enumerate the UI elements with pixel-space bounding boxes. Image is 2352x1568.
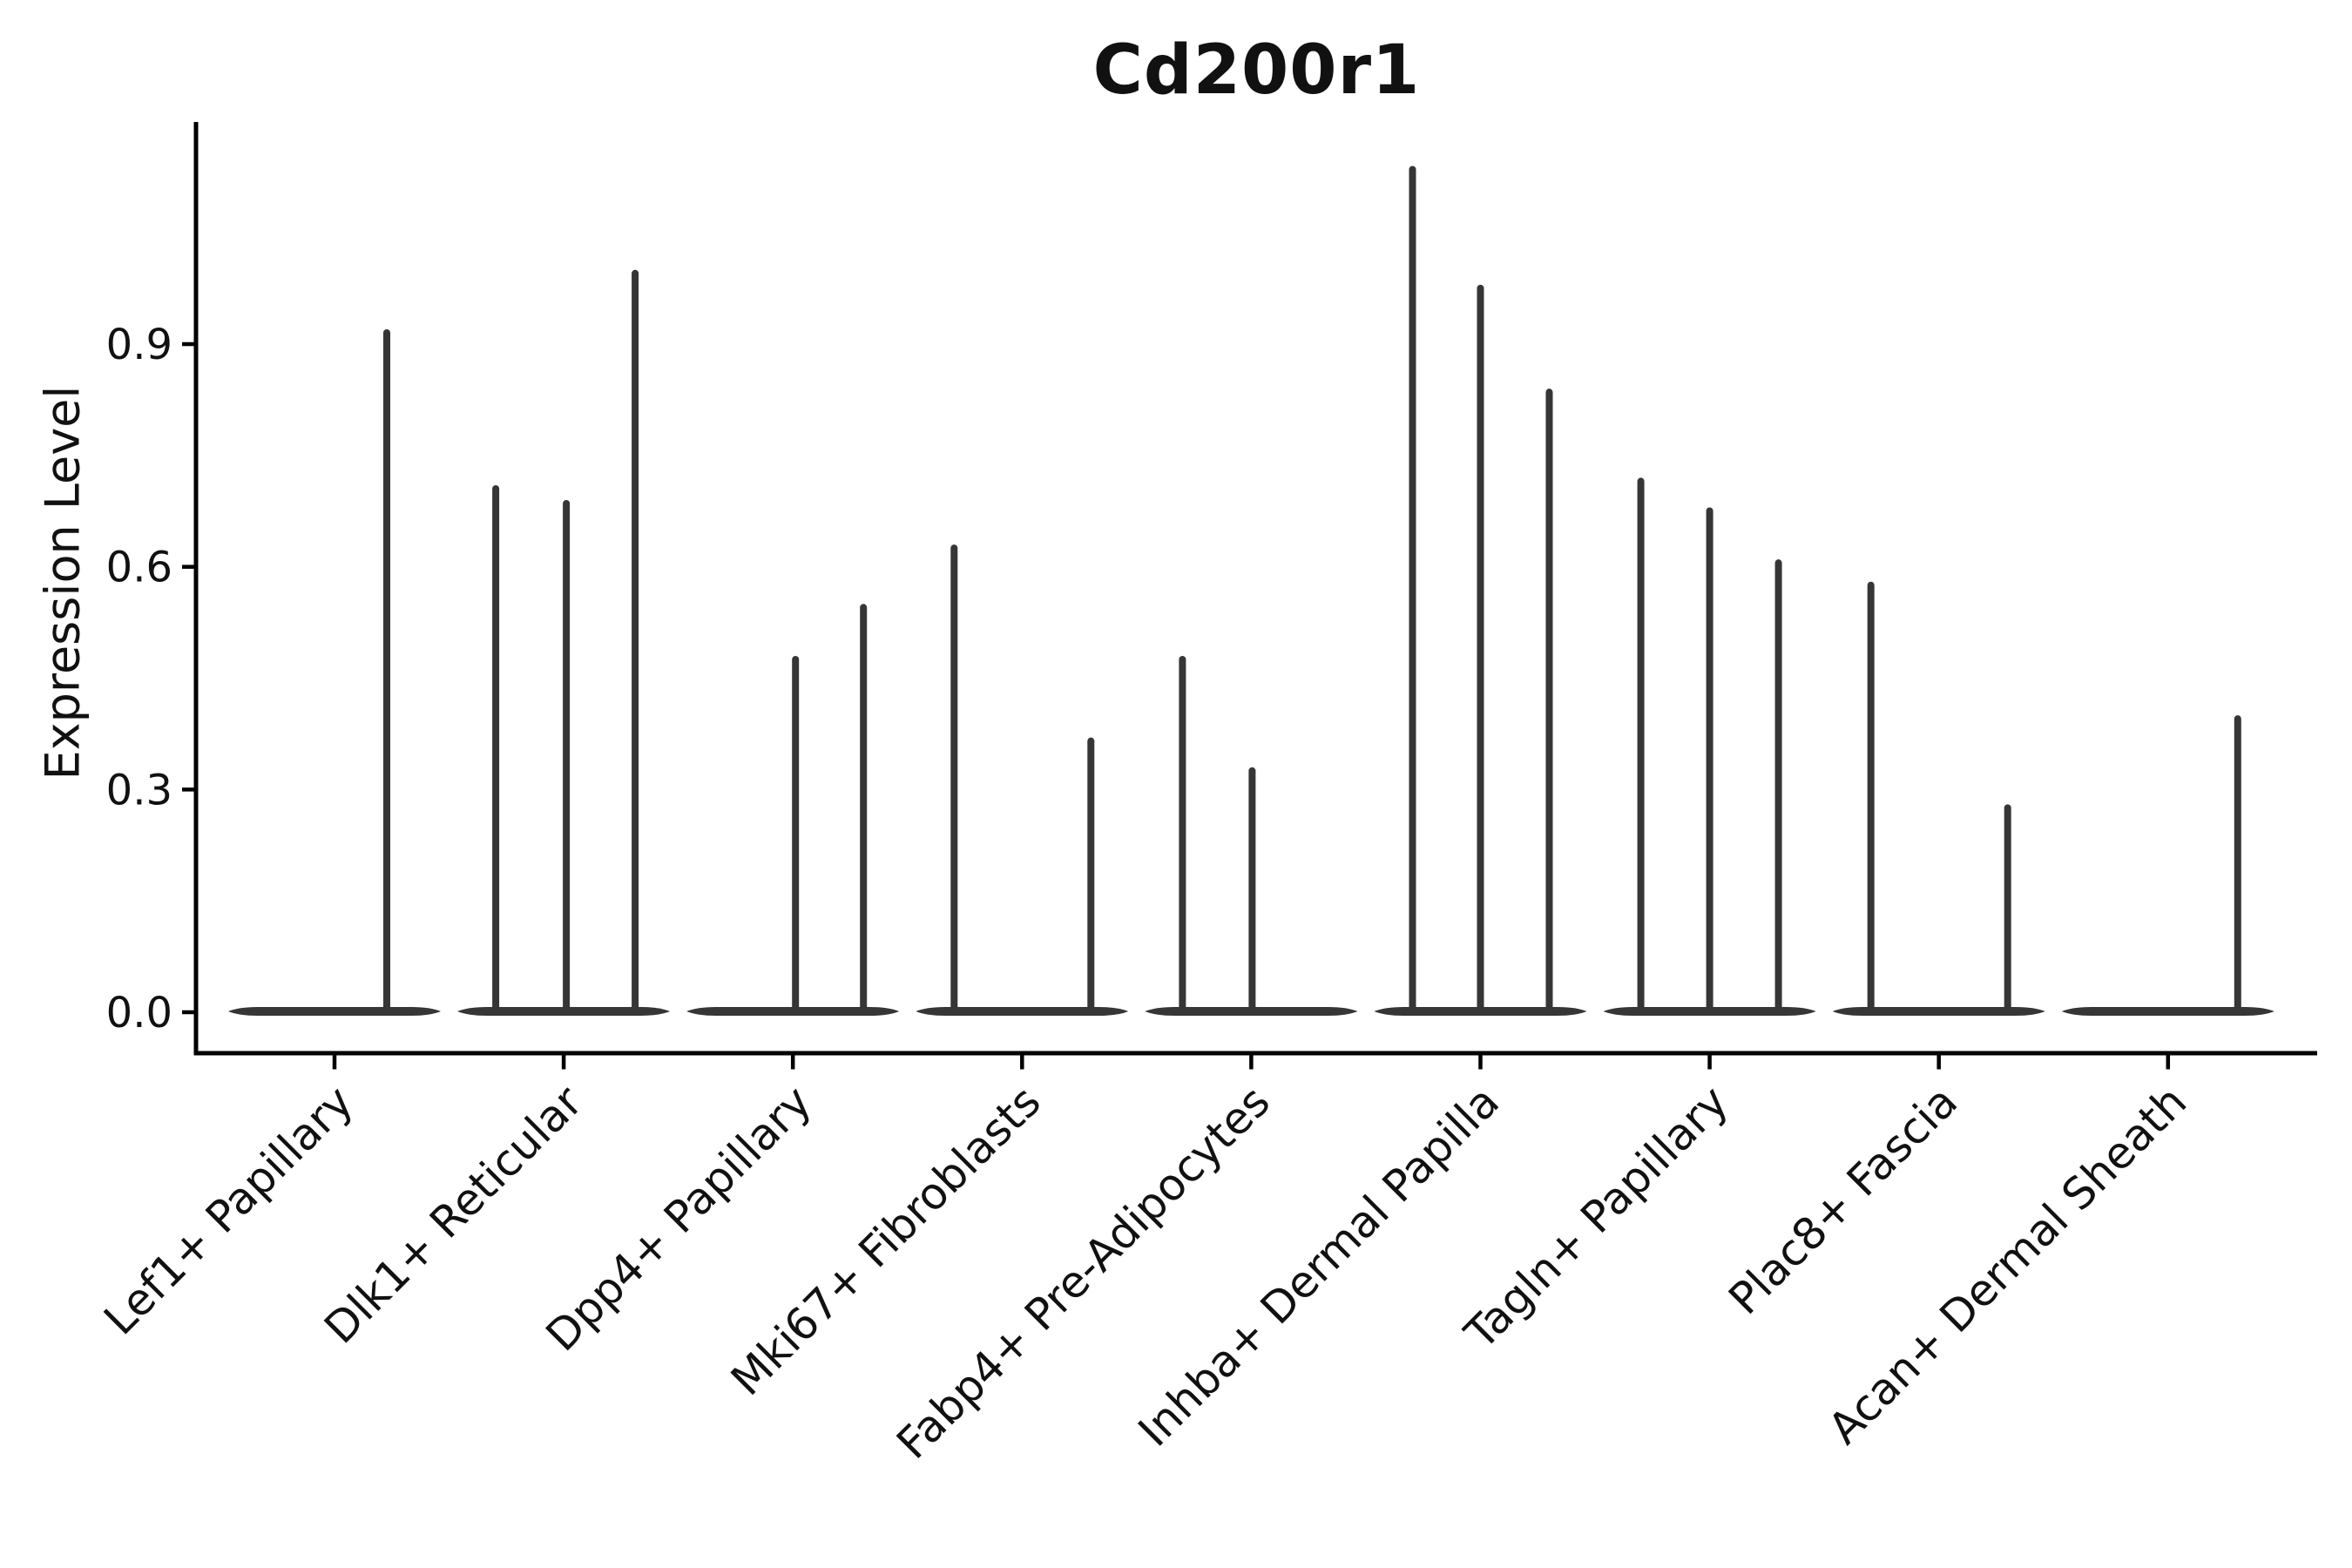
y-tick-mark <box>182 564 196 569</box>
y-tick-label: 0.6 <box>106 544 172 592</box>
violin-spike <box>1409 166 1416 1014</box>
violin-base <box>1832 1007 2045 1016</box>
violin-base <box>916 1007 1129 1016</box>
violin-base <box>686 1007 900 1016</box>
x-tick-mark <box>561 1055 566 1070</box>
violin-spike <box>1087 737 1095 1014</box>
violin-base <box>228 1007 441 1016</box>
violin-spike <box>1248 767 1256 1014</box>
violin-spike <box>950 544 958 1014</box>
y-tick-label: 0.3 <box>106 766 172 814</box>
violin-spike <box>1545 389 1553 1015</box>
violin-spike <box>563 499 571 1014</box>
x-tick-mark <box>1249 1055 1254 1070</box>
y-tick-mark <box>182 1010 196 1015</box>
x-tick-mark <box>1936 1055 1941 1070</box>
x-tick-mark <box>1478 1055 1483 1070</box>
y-tick-mark <box>182 341 196 347</box>
violin-base <box>1145 1007 1358 1016</box>
x-tick-label: Fabp4+ Pre-Adipocytes <box>887 1076 1280 1469</box>
x-tick-label: Lef1+ Papillary <box>94 1076 362 1344</box>
violin-base <box>1603 1007 1816 1016</box>
violin-spike <box>383 328 390 1014</box>
violin-spike <box>1179 655 1186 1014</box>
violin-spike <box>792 655 800 1014</box>
violin-spike <box>2234 715 2241 1014</box>
violin-spike <box>632 269 639 1014</box>
y-axis-spine <box>193 122 199 1056</box>
y-tick-mark <box>182 787 196 792</box>
x-tick-mark <box>790 1055 795 1070</box>
violin-spike <box>492 484 500 1014</box>
violin-base <box>457 1007 671 1016</box>
violin-spike <box>1637 477 1645 1014</box>
violin-spike <box>2004 804 2011 1014</box>
x-tick-mark <box>332 1055 337 1070</box>
violin-spike <box>1774 559 1782 1014</box>
x-tick-mark <box>2166 1055 2171 1070</box>
x-tick-mark <box>1020 1055 1024 1070</box>
x-tick-label: Plac8+ Fascia <box>1719 1076 1967 1324</box>
chart-title: Cd200r1 <box>1092 31 1421 110</box>
x-axis-spine <box>193 1051 2317 1056</box>
violin-base <box>2061 1007 2274 1016</box>
violin-spike <box>1477 284 1484 1014</box>
violin-spike <box>1706 507 1713 1014</box>
x-tick-mark <box>1707 1055 1712 1070</box>
y-tick-label: 0.0 <box>106 989 172 1037</box>
violin-spike <box>1867 581 1875 1014</box>
violin-base <box>1374 1007 1587 1016</box>
violin-spike <box>860 604 868 1014</box>
y-tick-label: 0.9 <box>106 321 172 369</box>
